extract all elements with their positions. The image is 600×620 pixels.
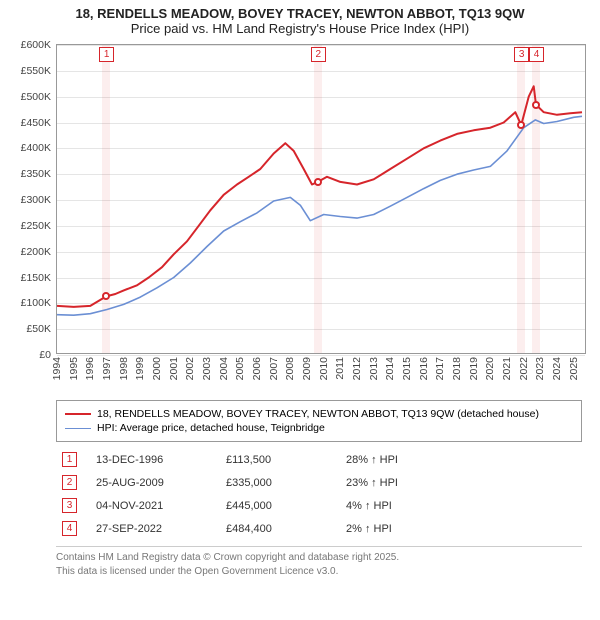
plot-area: £0£50K£100K£150K£200K£250K£300K£350K£400… (56, 44, 586, 354)
x-tick-label: 2007 (268, 357, 280, 380)
legend-swatch (65, 428, 91, 429)
x-tick-label: 2015 (401, 357, 413, 380)
x-tick-label: 2022 (518, 357, 530, 380)
event-marker-box: 1 (99, 47, 114, 62)
events-table: 1 13-DEC-1996£113,50028% ↑ HPI 2 25-AUG-200… (56, 448, 582, 540)
x-tick-label: 2025 (568, 357, 580, 380)
footnote-line-2: This data is licensed under the Open Gov… (56, 566, 338, 577)
y-tick-label: £350K (21, 168, 51, 180)
event-marker-box: 2 (311, 47, 326, 62)
event-row: 3 04-NOV-2021£445,0004% ↑ HPI (56, 494, 582, 517)
x-tick-label: 2020 (484, 357, 496, 380)
legend-row: 18, RENDELLS MEADOW, BOVEY TRACEY, NEWTO… (65, 407, 573, 421)
x-tick-label: 2016 (418, 357, 430, 380)
x-tick-label: 2023 (534, 357, 546, 380)
x-tick-label: 2001 (168, 357, 180, 380)
event-date: 25-AUG-2009 (90, 471, 220, 494)
x-tick-label: 1999 (134, 357, 146, 380)
footnote-line-1: Contains HM Land Registry data © Crown c… (56, 552, 399, 563)
legend-row: HPI: Average price, detached house, Teig… (65, 421, 573, 435)
event-row-marker: 2 (62, 475, 77, 490)
y-tick-label: £0 (39, 349, 51, 361)
x-tick-label: 2017 (434, 357, 446, 380)
event-marker-dot (517, 121, 525, 129)
event-price: £335,000 (220, 471, 340, 494)
event-row: 2 25-AUG-2009£335,00023% ↑ HPI (56, 471, 582, 494)
series-property (57, 86, 582, 307)
chart-svg (57, 45, 587, 355)
x-tick-label: 2021 (501, 357, 513, 380)
event-marker-dot (314, 178, 322, 186)
x-tick-label: 2005 (234, 357, 246, 380)
y-tick-label: £100K (21, 297, 51, 309)
y-tick-label: £150K (21, 272, 51, 284)
event-delta: 4% ↑ HPI (340, 494, 582, 517)
event-date: 13-DEC-1996 (90, 448, 220, 471)
x-tick-label: 1997 (101, 357, 113, 380)
event-delta: 2% ↑ HPI (340, 517, 582, 540)
x-tick-label: 2024 (551, 357, 563, 380)
y-tick-label: £50K (26, 323, 51, 335)
x-tick-label: 2010 (318, 357, 330, 380)
chart-title-line-2: Price paid vs. HM Land Registry's House … (10, 21, 590, 36)
x-tick-label: 2014 (384, 357, 396, 380)
event-marker-dot (102, 292, 110, 300)
x-tick-label: 2006 (251, 357, 263, 380)
gridline-y (57, 355, 585, 356)
x-tick-label: 2000 (151, 357, 163, 380)
event-delta: 28% ↑ HPI (340, 448, 582, 471)
x-tick-label: 2009 (301, 357, 313, 380)
event-row-marker: 4 (62, 521, 77, 536)
y-tick-label: £400K (21, 142, 51, 154)
x-tick-label: 2011 (334, 357, 346, 380)
legend-label: 18, RENDELLS MEADOW, BOVEY TRACEY, NEWTO… (97, 408, 539, 420)
event-row-marker: 1 (62, 452, 77, 467)
footnote: Contains HM Land Registry data © Crown c… (56, 546, 582, 578)
y-tick-label: £250K (21, 220, 51, 232)
y-tick-label: £300K (21, 194, 51, 206)
event-date: 27-SEP-2022 (90, 517, 220, 540)
event-row: 1 13-DEC-1996£113,50028% ↑ HPI (56, 448, 582, 471)
chart-title-line-1: 18, RENDELLS MEADOW, BOVEY TRACEY, NEWTO… (10, 6, 590, 21)
x-tick-label: 2003 (201, 357, 213, 380)
x-tick-label: 1994 (51, 357, 63, 380)
x-tick-label: 1996 (84, 357, 96, 380)
x-tick-label: 2018 (451, 357, 463, 380)
event-marker-dot (532, 101, 540, 109)
x-tick-label: 2012 (351, 357, 363, 380)
y-tick-label: £550K (21, 65, 51, 77)
chart-title-block: 18, RENDELLS MEADOW, BOVEY TRACEY, NEWTO… (0, 0, 600, 38)
event-marker-box: 3 (514, 47, 529, 62)
x-tick-label: 2002 (184, 357, 196, 380)
event-row: 4 27-SEP-2022£484,4002% ↑ HPI (56, 517, 582, 540)
event-row-marker: 3 (62, 498, 77, 513)
x-tick-label: 2004 (218, 357, 230, 380)
legend-label: HPI: Average price, detached house, Teig… (97, 422, 325, 434)
x-tick-label: 1995 (68, 357, 80, 380)
event-date: 04-NOV-2021 (90, 494, 220, 517)
x-tick-label: 2008 (284, 357, 296, 380)
chart-legend: 18, RENDELLS MEADOW, BOVEY TRACEY, NEWTO… (56, 400, 582, 442)
event-delta: 23% ↑ HPI (340, 471, 582, 494)
x-tick-label: 2019 (468, 357, 480, 380)
event-price: £445,000 (220, 494, 340, 517)
x-tick-label: 2013 (368, 357, 380, 380)
y-tick-label: £600K (21, 39, 51, 51)
event-price: £113,500 (220, 448, 340, 471)
event-price: £484,400 (220, 517, 340, 540)
y-tick-label: £500K (21, 91, 51, 103)
x-tick-label: 1998 (118, 357, 130, 380)
y-tick-label: £450K (21, 117, 51, 129)
legend-swatch (65, 413, 91, 415)
y-tick-label: £200K (21, 246, 51, 258)
event-marker-box: 4 (529, 47, 544, 62)
price-chart: £0£50K£100K£150K£200K£250K£300K£350K£400… (56, 44, 586, 394)
